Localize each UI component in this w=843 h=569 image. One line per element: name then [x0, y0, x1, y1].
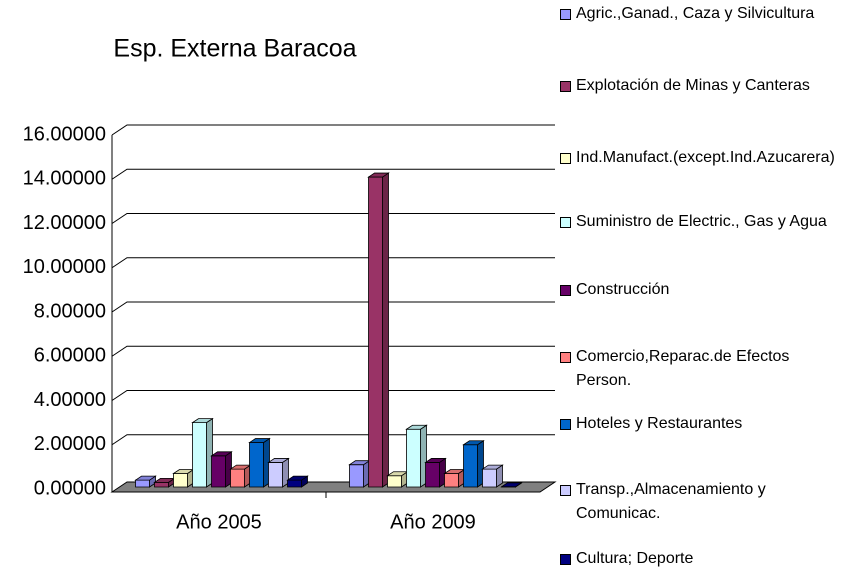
bar [248, 437, 271, 488]
bar-front [387, 475, 402, 488]
x-tick-label: Año 2009 [390, 511, 476, 533]
legend-label: Ind.Manufact.(except.Ind.Azucarera) [576, 149, 835, 166]
bar-front [368, 176, 383, 488]
bar [386, 470, 409, 488]
y-tick-label: 10.00000 [23, 256, 106, 278]
bar [267, 457, 290, 488]
chart: Esp. Externa Baracoa 0.00000 2.00000 4.000… [23, 35, 557, 533]
bar-front [268, 462, 283, 488]
bar-front [135, 479, 150, 488]
bar-front [192, 422, 207, 488]
bar-front [444, 473, 459, 488]
bar-front [173, 473, 188, 488]
legend-swatch [560, 217, 571, 228]
bar-front [425, 462, 440, 488]
bar-top [210, 451, 233, 457]
bar-top [405, 424, 428, 430]
legend-item: Ind.Manufact.(except.Ind.Azucarera) [560, 146, 835, 170]
y-tick-label: 0.00000 [34, 477, 106, 499]
bar-top [367, 172, 390, 178]
bar-front [406, 428, 421, 488]
bar [134, 475, 157, 488]
legend-item: Agric.,Ganad., Caza y Silvicultura [560, 2, 835, 26]
bar-side [382, 172, 389, 488]
bar [348, 459, 371, 488]
legend-item: Construcción [560, 278, 835, 302]
y-tick-label: 16.00000 [23, 123, 106, 145]
bar [210, 451, 233, 488]
legend-item: Hoteles y Restaurantes [560, 412, 835, 436]
bar-top [191, 418, 214, 424]
bar-front [154, 481, 169, 488]
legend-label: Cultura; Deporte [576, 550, 694, 567]
bar-top [500, 482, 523, 488]
bar [481, 464, 504, 488]
y-tick-label: 14.00000 [23, 168, 106, 190]
x-tick-label: Año 2005 [176, 511, 262, 533]
bar-top [286, 475, 309, 481]
legend: Agric.,Ganad., Caza y Silvicultura Explot… [560, 0, 840, 569]
legend-label: Agric.,Ganad., Caza y Silvicultura [576, 5, 815, 22]
legend-label: Hoteles y Restaurantes [576, 415, 743, 432]
bar [191, 417, 214, 488]
legend-swatch [560, 153, 571, 164]
legend-swatch [560, 485, 571, 496]
bar [405, 424, 428, 488]
legend-item: Explotación de Minas y Canteras [560, 74, 835, 98]
legend-swatch [560, 81, 571, 92]
bar-front [463, 444, 478, 488]
bar [229, 464, 252, 488]
legend-swatch [560, 285, 571, 296]
y-tick-label: 6.00000 [34, 345, 106, 367]
chart-title: Esp. Externa Baracoa [113, 35, 356, 63]
legend-swatch [560, 352, 571, 363]
y-tick-label: 12.00000 [23, 212, 106, 234]
bar [286, 475, 309, 488]
bar-front [249, 442, 264, 488]
legend-label: Construcción [576, 281, 670, 298]
bar-front [482, 468, 497, 488]
bar-top [424, 458, 447, 463]
bar [153, 477, 176, 488]
bar [367, 172, 390, 488]
legend-swatch [560, 554, 571, 565]
legend-item: Comercio,Reparac.de Efectos Person. [560, 345, 835, 393]
bar-front [349, 464, 364, 488]
y-tick-label: 2.00000 [34, 433, 106, 455]
legend-label: Suministro de Electric., Gas y Agua [576, 213, 827, 230]
bar [172, 468, 195, 488]
bar-top [267, 458, 290, 463]
bar [500, 482, 523, 488]
bar [462, 440, 485, 488]
bar-top [462, 440, 485, 446]
grid-line [111, 390, 555, 401]
legend-item: Suministro de Electric., Gas y Agua [560, 210, 835, 234]
bar [424, 457, 447, 488]
legend-item: Cultura; Deporte [560, 547, 835, 569]
y-tick-label: 4.00000 [34, 389, 106, 411]
grid-line [111, 257, 555, 269]
bar [443, 468, 466, 488]
grid-line [111, 434, 555, 446]
legend-item: Transp.,Almacenamiento y Comunicac. [560, 478, 835, 526]
bar-front [230, 468, 245, 488]
legend-label: Explotación de Minas y Canteras [576, 77, 810, 94]
y-tick-label: 8.00000 [34, 300, 106, 322]
grid-line [111, 213, 555, 224]
legend-label: Transp.,Almacenamiento y Comunicac. [576, 481, 766, 522]
legend-swatch [560, 419, 571, 430]
grid-line [111, 301, 555, 313]
legend-swatch [560, 9, 571, 20]
bar-front [211, 455, 226, 488]
bar-top [134, 475, 157, 481]
grid-line [111, 168, 555, 180]
grid-line [111, 345, 555, 357]
grid-line [111, 124, 555, 136]
bar-top [481, 464, 504, 470]
bar-front [287, 479, 302, 488]
bar-top [248, 438, 271, 443]
legend-label: Comercio,Reparac.de Efectos Person. [576, 348, 790, 389]
